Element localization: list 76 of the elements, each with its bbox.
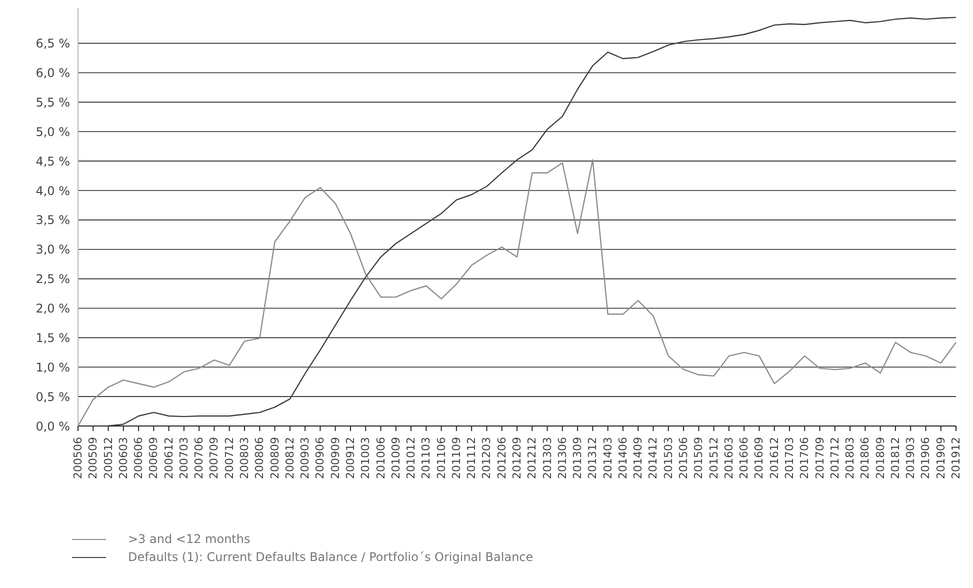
- x-tick-label: 200709: [208, 437, 221, 479]
- x-tick-label: 201309: [571, 437, 584, 479]
- x-tick-label: 200906: [314, 437, 327, 479]
- x-tick-label: 200512: [102, 437, 115, 479]
- y-tick-label: 2,5 %: [36, 272, 70, 286]
- y-tick-label: 0,5 %: [36, 390, 70, 404]
- x-tick-label: 201012: [404, 437, 418, 479]
- x-tick-label: 201106: [434, 437, 448, 479]
- x-tick-label: 201212: [526, 437, 539, 479]
- x-tick-label: 201003: [359, 437, 372, 479]
- x-tick-label: 201606: [738, 437, 751, 479]
- legend-label: >3 and <12 months: [128, 532, 250, 546]
- x-tick-label: 201112: [465, 437, 478, 479]
- x-tick-label: 201809: [874, 437, 887, 479]
- x-tick-label: 200603: [116, 437, 130, 479]
- x-tick-label: 201612: [768, 437, 781, 479]
- y-tick-label: 5,0 %: [36, 124, 70, 139]
- x-tick-label: 201503: [662, 437, 675, 479]
- x-tick-label: 201806: [858, 437, 872, 479]
- x-tick-label: 201706: [798, 437, 812, 479]
- x-tick-label: 201306: [556, 437, 569, 479]
- x-tick-label: 201909: [934, 437, 948, 479]
- x-tick-label: 201712: [828, 437, 842, 479]
- x-tick-label: 200806: [253, 437, 266, 479]
- x-tick-label: 200509: [86, 437, 100, 479]
- x-tick-label: 201709: [813, 437, 826, 479]
- x-tick-label: 201512: [707, 437, 720, 479]
- x-tick-label: 201603: [722, 437, 736, 479]
- x-tick-label: 200912: [344, 437, 357, 479]
- x-tick-label: 201203: [480, 437, 494, 479]
- x-tick-label: 201506: [677, 437, 690, 479]
- y-tick-label: 3,0 %: [36, 242, 70, 257]
- x-tick-label: 201412: [646, 437, 660, 479]
- x-tick-label: 201609: [752, 437, 766, 479]
- x-tick-label: 200712: [222, 437, 236, 479]
- y-tick-label: 4,0 %: [36, 184, 70, 198]
- x-tick-label: 201403: [601, 437, 614, 479]
- x-tick-label: 200812: [283, 437, 296, 479]
- x-tick-label: 201906: [919, 437, 932, 479]
- y-tick-label: 3,5 %: [36, 213, 70, 228]
- x-tick-label: 200606: [132, 437, 146, 479]
- x-tick-label: 201406: [616, 437, 630, 479]
- y-tick-label: 1,5 %: [36, 330, 70, 345]
- x-tick-label: 200803: [238, 437, 252, 479]
- x-tick-label: 200809: [268, 437, 282, 479]
- y-tick-label: 1,0 %: [36, 360, 70, 374]
- x-tick-label: 201206: [495, 437, 508, 479]
- line-series: [108, 16, 957, 426]
- y-tick-label: 4,5 %: [36, 154, 70, 168]
- x-tick-label: 201903: [904, 437, 918, 479]
- y-tick-label: 2,0 %: [36, 302, 70, 316]
- x-tick-label: 200703: [177, 437, 190, 479]
- y-tick-label: 6,5 %: [36, 36, 70, 51]
- legend-label: Defaults (1): Current Defaults Balance / Portfolio´s Original Balance: [128, 550, 534, 564]
- x-tick-label: 201209: [510, 437, 524, 479]
- x-tick-label: 200612: [162, 437, 176, 479]
- x-tick-label: 201409: [632, 437, 645, 479]
- y-tick-label: 6,0 %: [36, 66, 70, 80]
- x-tick-label: 200909: [328, 437, 342, 479]
- x-tick-label: 201703: [782, 437, 796, 479]
- x-tick-label: 200506: [72, 437, 84, 479]
- x-tick-label: 200609: [147, 437, 160, 479]
- x-tick-label: 201103: [420, 437, 433, 479]
- x-tick-label: 201006: [374, 437, 388, 479]
- y-tick-label: 0,0 %: [36, 419, 70, 434]
- x-tick-label: 201912: [950, 437, 962, 479]
- x-tick-label: 201812: [888, 437, 902, 479]
- x-tick-label: 201803: [844, 437, 857, 479]
- x-tick-label: 201109: [450, 437, 463, 479]
- x-tick-label: 200706: [192, 437, 206, 479]
- y-tick-label: 5,5 %: [36, 95, 70, 110]
- x-tick-label: 200903: [298, 437, 312, 479]
- x-tick-label: 201009: [389, 437, 402, 479]
- x-tick-label: 201312: [586, 437, 600, 479]
- x-tick-label: 201303: [540, 437, 554, 479]
- x-tick-label: 201509: [692, 437, 706, 479]
